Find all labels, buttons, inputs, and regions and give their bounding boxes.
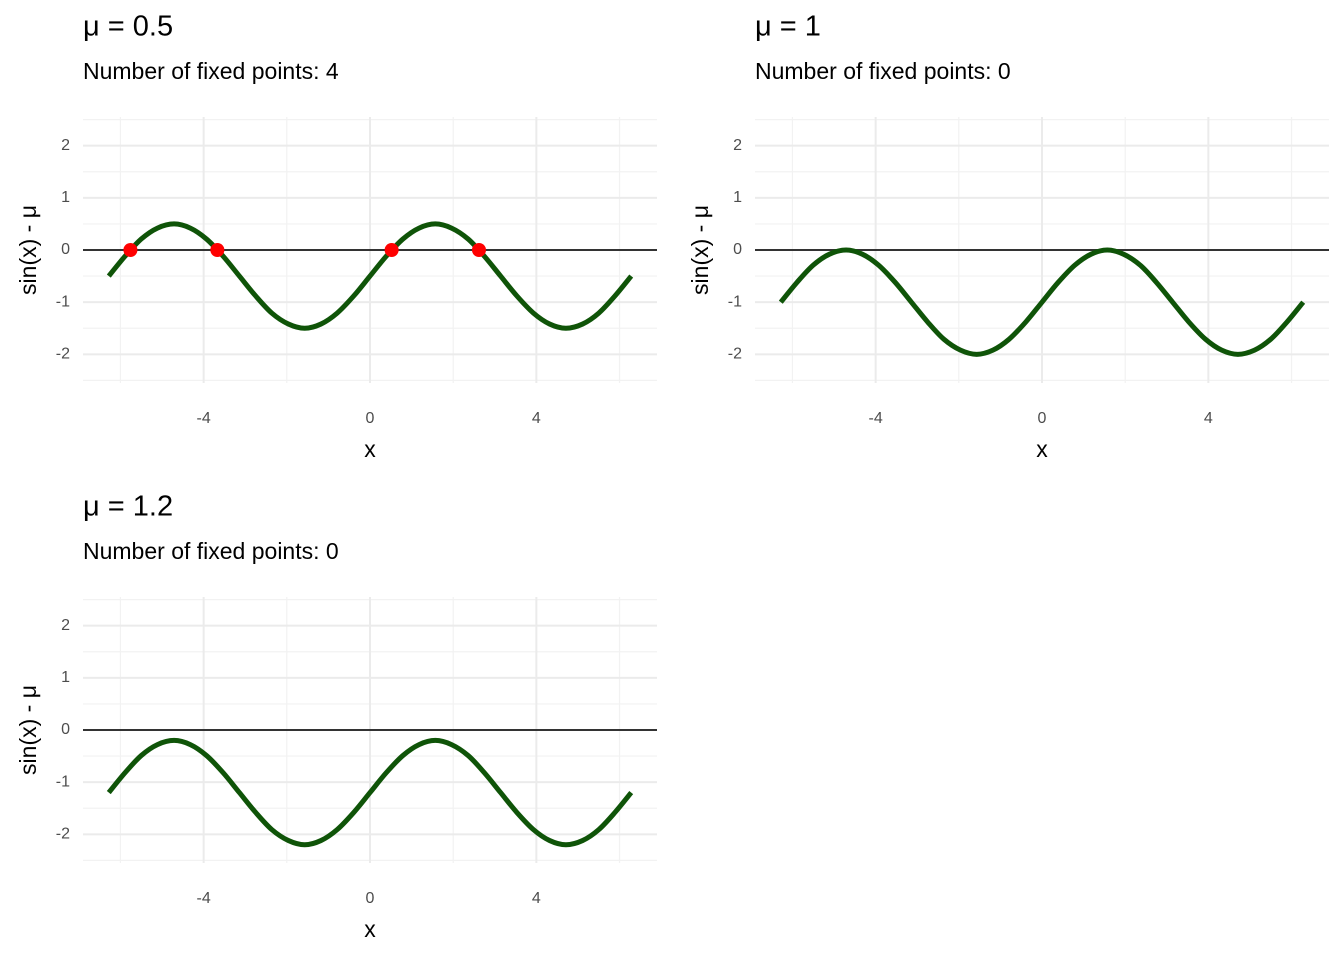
- y-tick-label: -1: [56, 293, 70, 310]
- y-tick-label: 0: [61, 721, 70, 738]
- panel: -4 0 4 -2 -1 0 1 2 μ = 1 Number of fixed points: …: [687, 11, 1329, 462]
- y-tick-label: -1: [728, 293, 742, 310]
- y-tick-label: -2: [56, 826, 70, 843]
- x-tick-label: 0: [1038, 410, 1047, 427]
- panel-title: μ = 0.5: [83, 11, 173, 43]
- x-tick-label: 4: [532, 890, 541, 907]
- fixed-point: [471, 243, 486, 257]
- y-tick-label: 0: [733, 241, 742, 258]
- panel-subtitle: Number of fixed points: 4: [83, 58, 339, 84]
- series-line: [106, 221, 634, 331]
- y-tick-label: 2: [733, 137, 742, 154]
- y-tick-label: 2: [61, 617, 70, 634]
- fixed-point: [123, 243, 138, 257]
- y-tick-label: -2: [728, 346, 742, 363]
- panel-subtitle: Number of fixed points: 0: [83, 538, 339, 564]
- x-tick-label: 0: [366, 410, 375, 427]
- x-tick-label: -4: [197, 410, 211, 427]
- panel: -4 0 4 -2 -1 0 1 2 μ = 0.5 Number of fixed points…: [15, 11, 657, 462]
- panel-title: μ = 1: [755, 11, 821, 43]
- y-tick-label: 1: [61, 669, 70, 686]
- x-tick-label: -4: [197, 890, 211, 907]
- x-tick-label: 4: [532, 410, 541, 427]
- y-tick-label: -2: [56, 346, 70, 363]
- x-tick-label: 4: [1204, 410, 1213, 427]
- series-line: [778, 247, 1306, 357]
- panel: -4 0 4 -2 -1 0 1 2 μ = 1.2 Number of fixed points…: [15, 491, 657, 942]
- y-tick-label: 1: [733, 189, 742, 206]
- x-axis-label: x: [364, 436, 376, 462]
- series-line: [106, 737, 634, 848]
- y-axis-label: sin(x) - μ: [15, 685, 41, 775]
- y-tick-label: 2: [61, 137, 70, 154]
- fixed-point: [384, 243, 399, 257]
- x-tick-label: 0: [366, 890, 375, 907]
- y-axis-label: sin(x) - μ: [15, 205, 41, 295]
- y-axis-label: sin(x) - μ: [687, 205, 713, 295]
- x-axis-label: x: [1036, 436, 1048, 462]
- x-tick-label: -4: [869, 410, 883, 427]
- panel-subtitle: Number of fixed points: 0: [755, 58, 1011, 84]
- x-axis-label: x: [364, 916, 376, 942]
- fixed-point: [210, 243, 225, 257]
- y-tick-label: 1: [61, 189, 70, 206]
- y-tick-label: 0: [61, 241, 70, 258]
- panel-title: μ = 1.2: [83, 491, 173, 523]
- y-tick-label: -1: [56, 773, 70, 790]
